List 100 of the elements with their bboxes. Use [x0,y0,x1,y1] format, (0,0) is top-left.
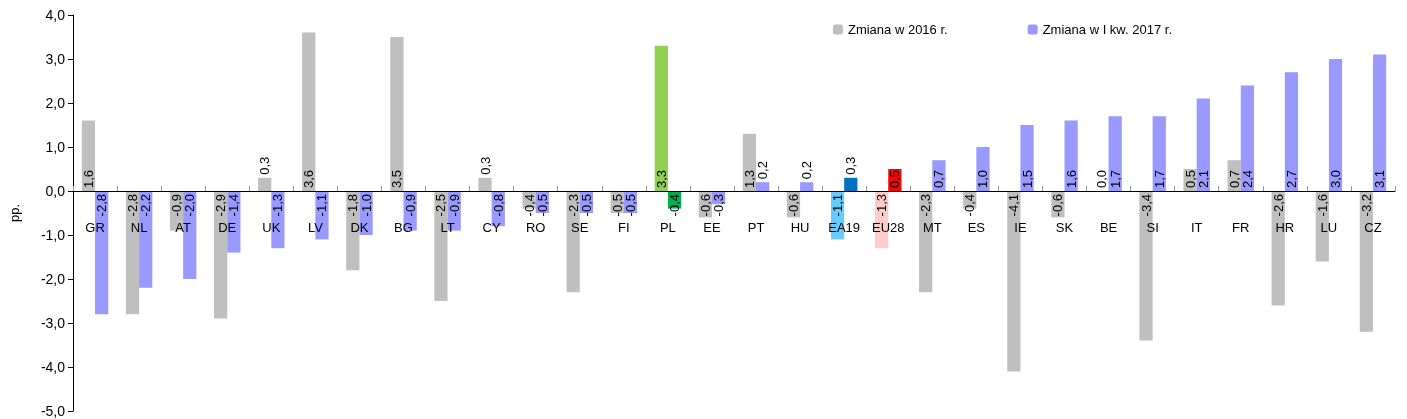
y-axis-title: pp. [7,203,22,223]
data-label: -1,0 [358,194,374,217]
x-tick-label: LU [1320,220,1338,235]
y-tick-label: -2,0 [40,271,66,287]
x-tick-label: ES [967,220,986,235]
data-label: 1,6 [80,169,96,188]
data-label: -1,1 [314,194,330,217]
data-label: -2,5 [433,194,449,217]
x-tick-label: IE [1014,220,1027,235]
x-tick-label: PT [747,220,765,235]
data-label: -2,0 [182,194,198,217]
x-tick-label: RO [525,220,546,235]
data-label: 1,5 [1019,169,1035,188]
data-label: 3,1 [1372,169,1388,188]
y-tick-label: -4,0 [40,359,66,375]
data-label: -0,6 [1050,194,1066,217]
y-tick-label: -5,0 [40,403,66,419]
data-label: 3,0 [1328,169,1344,188]
x-tick-label: GR [85,220,105,235]
bar [302,32,316,191]
data-label: -0,9 [402,194,418,217]
legend-label: Zmiana w 2016 r. [847,22,948,37]
x-tick-label: LV [307,220,324,235]
bar [976,147,990,191]
bar [800,182,814,191]
data-label: -1,6 [1314,194,1330,217]
bar [844,177,858,191]
data-label: -0,4 [962,194,978,217]
y-tick-label: -1,0 [40,227,66,243]
data-label: 1,3 [741,169,757,188]
x-tick-label: CZ [1364,220,1382,235]
data-label: -2,2 [138,194,154,217]
bar [654,45,668,191]
data-label: 3,3 [653,169,669,188]
data-label: 1,7 [1107,169,1123,188]
data-label: 1,7 [1151,169,1167,188]
data-label: 3,6 [301,169,317,188]
x-tick-label: UK [262,220,281,235]
data-label: -0,5 [578,194,594,217]
data-label: 0,2 [799,161,815,180]
data-label: 0,3 [257,156,273,175]
data-label: 0,3 [477,156,493,175]
bar [1196,98,1210,191]
data-label: -2,6 [1270,194,1286,217]
x-tick-label: DK [350,220,369,235]
x-tick-label: AT [175,220,192,235]
data-label: -0,8 [490,194,506,217]
data-label: -3,2 [1358,194,1374,217]
y-tick-label: 3,0 [45,51,66,67]
data-label: -0,9 [169,194,185,217]
data-label: -1,4 [226,194,242,217]
x-tick-label: SI [1146,220,1159,235]
bar [1328,59,1343,191]
data-label: 1,0 [975,169,991,188]
data-label: -0,6 [697,194,713,217]
data-label: 2,1 [1195,169,1211,188]
x-tick-label: EE [703,220,721,235]
x-tick-label: DE [218,220,237,235]
data-label: 3,5 [389,169,405,188]
data-label: -1,3 [270,194,286,217]
data-label: -0,3 [711,194,727,217]
y-tick-label: -3,0 [40,315,66,331]
data-label: -0,5 [534,194,550,217]
data-label: -0,5 [622,194,638,217]
x-tick-label: MT [922,220,942,235]
bar [756,182,770,191]
data-label: -2,8 [94,194,110,217]
bar [1284,72,1299,191]
y-tick-label: 1,0 [45,139,66,155]
data-label: 0,5 [887,169,903,188]
data-label: 1,6 [1063,169,1079,188]
bar [478,177,492,191]
data-label: -1,1 [830,194,846,217]
data-label: -1,8 [345,194,361,217]
x-tick-label: LT [440,220,455,235]
data-label: 0,0 [1094,169,1110,188]
data-label: -2,3 [918,194,934,217]
bar [390,37,404,191]
data-label: -2,8 [124,194,140,217]
data-label: -2,9 [213,194,229,217]
x-tick-label: BE [1099,220,1118,235]
data-label: -2,3 [565,194,581,217]
data-label: -0,6 [785,194,801,217]
data-label: 2,7 [1283,169,1299,188]
x-tick-label: FR [1232,220,1250,235]
y-tick-label: 0,0 [45,183,66,199]
x-tick-label: HR [1275,220,1295,235]
x-tick-label: EU28 [871,220,905,235]
data-label: 0,5 [1182,169,1198,188]
bar [1152,116,1166,191]
x-tick-label: SE [571,220,589,235]
x-tick-label: BG [394,220,413,235]
x-tick-label: PL [659,220,676,235]
bar [1240,85,1254,191]
data-label: 2,4 [1239,169,1255,188]
y-tick-label: 4,0 [45,7,66,23]
data-label: -0,4 [667,194,683,217]
data-label: 0,7 [931,169,947,188]
bar [1372,54,1387,191]
data-label: -4,1 [1006,194,1022,217]
